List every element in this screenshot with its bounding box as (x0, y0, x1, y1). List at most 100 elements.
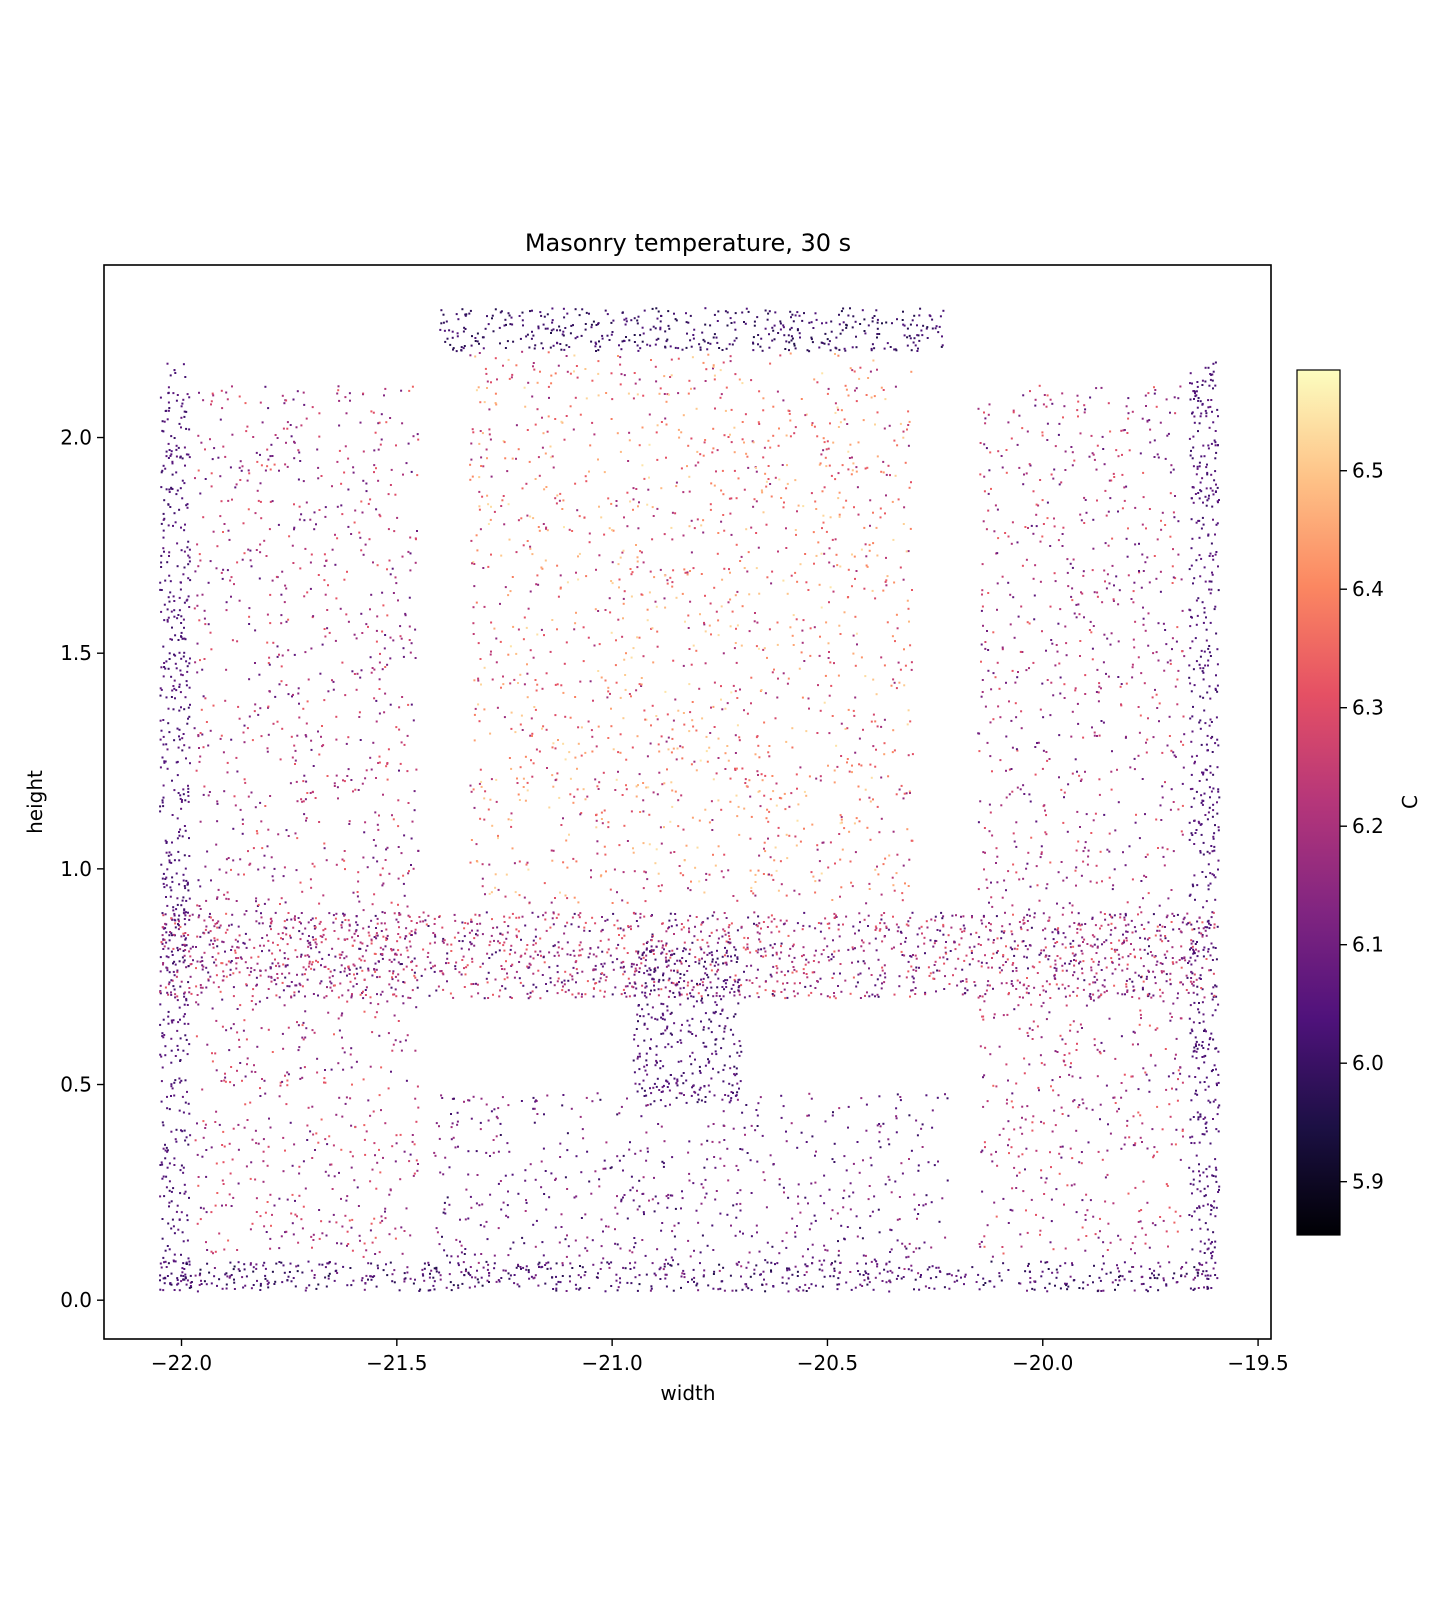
scatter-point (1196, 406, 1199, 409)
scatter-point (577, 925, 580, 928)
scatter-point (653, 984, 655, 987)
scatter-point (347, 488, 350, 491)
scatter-point (382, 1269, 385, 1272)
scatter-point (386, 614, 389, 617)
scatter-point (217, 920, 220, 923)
scatter-point (1214, 984, 1217, 987)
scatter-point (835, 336, 838, 339)
scatter-point (819, 977, 822, 980)
scatter-point (1105, 966, 1108, 969)
scatter-point (909, 955, 912, 957)
scatter-point (168, 1248, 171, 1251)
scatter-point (1202, 841, 1205, 844)
scatter-point (164, 1260, 167, 1263)
scatter-point (226, 771, 229, 774)
scatter-point (907, 924, 910, 927)
scatter-point (532, 943, 535, 946)
scatter-point (709, 324, 712, 327)
scatter-point (178, 686, 181, 688)
scatter-point (1074, 953, 1077, 956)
scatter-point (300, 424, 303, 427)
scatter-point (1051, 931, 1054, 934)
scatter-point (1204, 1116, 1207, 1119)
scatter-point (799, 982, 801, 985)
scatter-point (666, 338, 669, 341)
scatter-point (664, 956, 667, 959)
scatter-point (687, 321, 690, 324)
scatter-point (266, 996, 269, 999)
scatter-point (249, 862, 252, 865)
scatter-point (414, 628, 417, 631)
scatter-point (180, 1164, 183, 1167)
scatter-point (174, 372, 177, 374)
scatter-point (167, 409, 170, 412)
scatter-point (1200, 743, 1203, 746)
scatter-point (1190, 939, 1193, 942)
scatter-point (1201, 1263, 1204, 1266)
scatter-point (1214, 1261, 1217, 1264)
scatter-point (434, 964, 436, 967)
scatter-point (712, 336, 715, 339)
scatter-point (1103, 913, 1106, 915)
scatter-point (787, 1290, 790, 1293)
scatter-point (527, 1271, 530, 1274)
scatter-point (839, 963, 842, 965)
scatter-point (638, 967, 641, 970)
scatter-point (183, 908, 186, 911)
scatter-point (667, 927, 669, 930)
scatter-point (1188, 921, 1191, 924)
scatter-point (397, 877, 400, 880)
scatter-point (164, 579, 167, 582)
scatter-point (631, 985, 634, 988)
scatter-point (169, 886, 172, 889)
scatter-point (733, 978, 736, 981)
scatter-point (747, 937, 749, 940)
scatter-point (237, 925, 240, 928)
scatter-point (538, 1266, 540, 1268)
scatter-point (237, 705, 240, 708)
scatter-point (160, 589, 163, 591)
scatter-point (1192, 705, 1194, 708)
scatter-point (1207, 863, 1210, 866)
scatter-point (1134, 956, 1136, 959)
scatter-point (903, 334, 906, 337)
scatter-point (544, 918, 547, 921)
scatter-point (796, 1270, 799, 1273)
scatter-point (688, 930, 690, 933)
scatter-point (1094, 924, 1097, 927)
scatter-point (203, 951, 206, 954)
scatter-point (363, 959, 366, 962)
scatter-point (288, 1271, 291, 1273)
scatter-point (1094, 981, 1097, 984)
scatter-point (623, 318, 626, 321)
scatter-point (935, 1266, 938, 1269)
scatter-point (559, 343, 562, 345)
scatter-point (884, 976, 887, 979)
scatter-point (243, 741, 246, 744)
scatter-point (1052, 938, 1055, 941)
scatter-point (406, 1266, 409, 1269)
scatter-point (526, 965, 529, 968)
scatter-point (930, 918, 933, 921)
scatter-point (1211, 1014, 1214, 1017)
scatter-point (294, 918, 296, 921)
scatter-point (189, 1134, 192, 1137)
scatter-point (180, 416, 183, 419)
scatter-point (1191, 411, 1194, 414)
scatter-point (249, 1177, 252, 1180)
scatter-point (1061, 943, 1064, 946)
scatter-point (488, 1274, 491, 1277)
scatter-point (287, 693, 290, 696)
scatter-point (820, 1263, 823, 1266)
scatter-point (183, 954, 186, 957)
scatter-point (180, 631, 183, 634)
scatter-point (275, 1262, 278, 1265)
scatter-point (184, 949, 187, 951)
scatter-point (317, 466, 320, 469)
scatter-point (1203, 1252, 1206, 1254)
scatter-point (785, 1282, 788, 1285)
scatter-point (201, 733, 204, 736)
scatter-point (1207, 919, 1210, 922)
scatter-point (779, 320, 782, 323)
scatter-point (500, 1277, 503, 1279)
